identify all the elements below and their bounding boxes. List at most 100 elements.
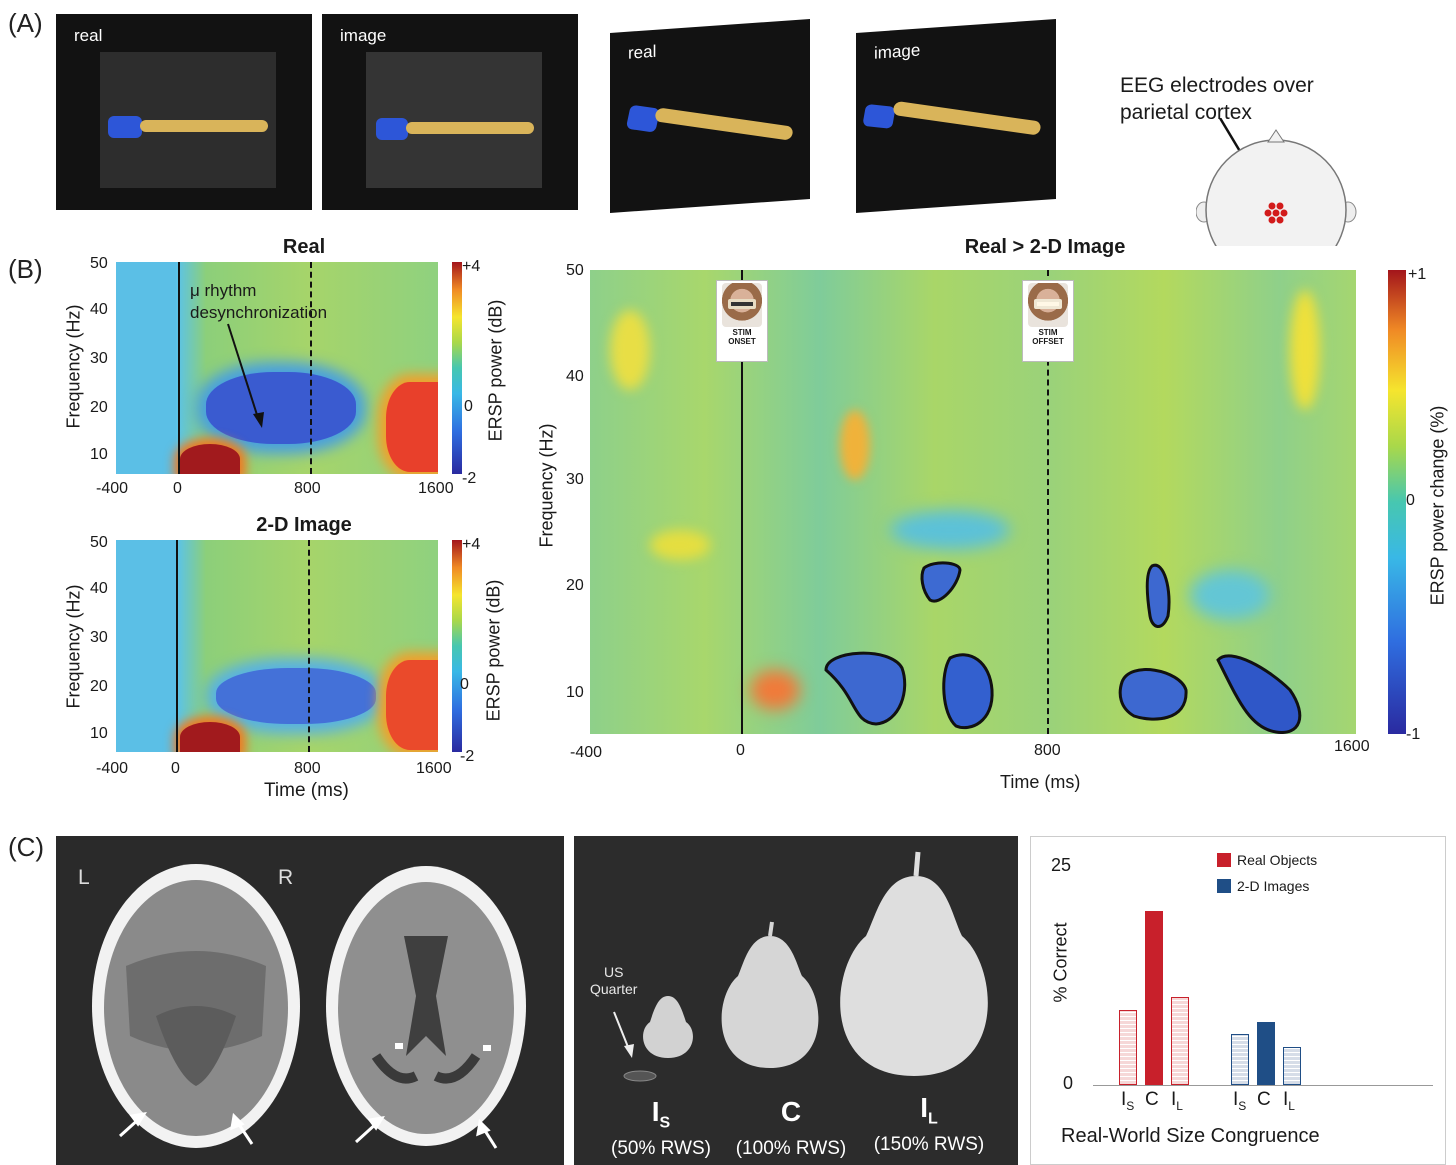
xtick: 0 xyxy=(736,742,745,759)
cbar-tick: +1 xyxy=(1408,266,1427,283)
photo-tag: image xyxy=(874,40,921,63)
xlabel: Time (ms) xyxy=(1000,772,1081,792)
legend: Real Objects 2-D Images xyxy=(1217,847,1317,899)
cat-sub: L xyxy=(1288,1098,1295,1113)
pear-caption: (50% RWS) xyxy=(611,1137,711,1159)
bar-chart-panel: Real Objects 2-D Images 25 0 % Correct I… xyxy=(1030,836,1446,1165)
pear-label-small: IS (50% RWS) xyxy=(596,1098,726,1160)
colorbar-image xyxy=(452,540,462,752)
pear-letter: C xyxy=(780,1096,802,1127)
pear-label-congruent: C (100% RWS) xyxy=(726,1098,856,1160)
legend-item-real: Real Objects xyxy=(1217,847,1317,873)
stim-onset-marker: STIM ONSET xyxy=(716,280,768,362)
plot-title-image: 2-D Image xyxy=(256,514,352,536)
chart-categories: IS C IL IS C IL xyxy=(1093,1089,1433,1115)
xtick: -400 xyxy=(96,480,129,497)
annotation-line: μ rhythm xyxy=(190,281,257,300)
bar-real-il xyxy=(1171,996,1189,1085)
eeg-label-line: parietal cortex xyxy=(1120,101,1252,124)
ct-label-left: L xyxy=(78,866,90,889)
quarter-label-line: Quarter xyxy=(590,981,638,997)
cbar-tick: -2 xyxy=(460,748,475,765)
annotation-arrow xyxy=(227,323,264,428)
bar-image-c xyxy=(1257,1022,1275,1085)
xtick: 800 xyxy=(294,480,321,497)
bar-image-il xyxy=(1283,1046,1301,1085)
xtick: 800 xyxy=(294,760,321,777)
pear-sub: S xyxy=(659,1114,671,1132)
cbar-tick: -2 xyxy=(462,470,477,487)
photo-image-angled-view: image xyxy=(856,19,1056,213)
chart-plot xyxy=(1093,867,1433,1085)
eeg-label-line: EEG electrodes over xyxy=(1120,74,1314,97)
photo-image-top-view: image xyxy=(322,14,578,210)
cbar-tick: +4 xyxy=(462,536,481,553)
cat-sub: L xyxy=(1176,1098,1183,1113)
cbar-tick: 0 xyxy=(464,398,473,415)
ct-scan-panel: L R xyxy=(56,836,564,1165)
cat-label: IS xyxy=(1233,1089,1246,1113)
panel-label-a: (A) xyxy=(8,8,43,38)
xtick: 0 xyxy=(171,760,180,777)
stim-text: ONSET xyxy=(728,337,756,346)
xtick: -400 xyxy=(570,744,603,761)
xtick: 1600 xyxy=(418,480,454,497)
plot-title-difference: Real > 2-D Image xyxy=(964,236,1126,258)
plot-title-real: Real xyxy=(282,236,326,258)
ytick: 10 xyxy=(90,725,108,742)
chart-ytick: 25 xyxy=(1051,855,1072,875)
bar-real-c xyxy=(1145,910,1163,1085)
cat-letter: I xyxy=(1233,1089,1239,1110)
ytick: 50 xyxy=(90,534,108,551)
bar-real-is xyxy=(1119,1010,1137,1085)
ylabel: Frequency (Hz) xyxy=(63,304,84,429)
panel-label-b: (B) xyxy=(8,254,43,284)
ylabel: Frequency (Hz) xyxy=(63,584,84,709)
eeg-head-diagram xyxy=(1196,118,1357,246)
cat-letter: I xyxy=(1283,1089,1289,1110)
ytick: 50 xyxy=(566,262,584,279)
cbar-label: ERSP power (dB) xyxy=(483,579,504,722)
ytick: 30 xyxy=(90,350,108,367)
legend-label: Real Objects xyxy=(1237,852,1318,868)
ytick: 40 xyxy=(566,368,584,385)
ytick: 40 xyxy=(90,301,108,318)
stim-text: STIM xyxy=(732,328,752,337)
heatmap-difference xyxy=(590,270,1356,734)
chart-xlabel: Real-World Size Congruence xyxy=(1061,1125,1320,1147)
cat-letter: C xyxy=(1257,1089,1271,1110)
eeg-label: EEG electrodes over parietal cortex xyxy=(1120,72,1314,126)
ytick: 20 xyxy=(90,399,108,416)
ylabel: Frequency (Hz) xyxy=(536,423,557,548)
cat-label: C xyxy=(1257,1089,1271,1111)
ytick: 10 xyxy=(90,446,108,463)
xtick: 1600 xyxy=(416,760,452,777)
pear-caption: (100% RWS) xyxy=(735,1137,847,1159)
xtick: 0 xyxy=(173,480,182,497)
photo-tag: real xyxy=(74,26,103,45)
xtick: -400 xyxy=(96,760,129,777)
ytick: 20 xyxy=(90,678,108,695)
cbar-tick: 0 xyxy=(1406,492,1415,509)
annotation-mu-rhythm: μ rhythm desynchronization xyxy=(190,280,327,324)
cbar-label: ERSP power change (%) xyxy=(1427,405,1448,606)
heatmap-real xyxy=(116,262,438,474)
chart-axis xyxy=(1093,1085,1433,1086)
cbar-tick: 0 xyxy=(460,676,469,693)
cat-letter: I xyxy=(1171,1089,1177,1110)
ytick: 40 xyxy=(90,580,108,597)
panel-label-c: (C) xyxy=(8,832,45,862)
ct-label-right: R xyxy=(278,866,294,889)
ytick: 50 xyxy=(90,255,108,272)
stim-text: OFFSET xyxy=(1032,337,1064,346)
cbar-tick: -1 xyxy=(1406,726,1421,743)
cbar-tick: +4 xyxy=(462,258,481,275)
pear-sub: L xyxy=(928,1110,938,1128)
chart-ylabel: % Correct xyxy=(1050,922,1071,1003)
cat-sub: S xyxy=(1238,1098,1247,1113)
annotation-line: desynchronization xyxy=(190,303,328,322)
pear-letter: I xyxy=(651,1096,660,1127)
stim-text: STIM xyxy=(1038,328,1058,337)
cat-label: IL xyxy=(1283,1089,1295,1113)
ytick: 10 xyxy=(566,684,584,701)
